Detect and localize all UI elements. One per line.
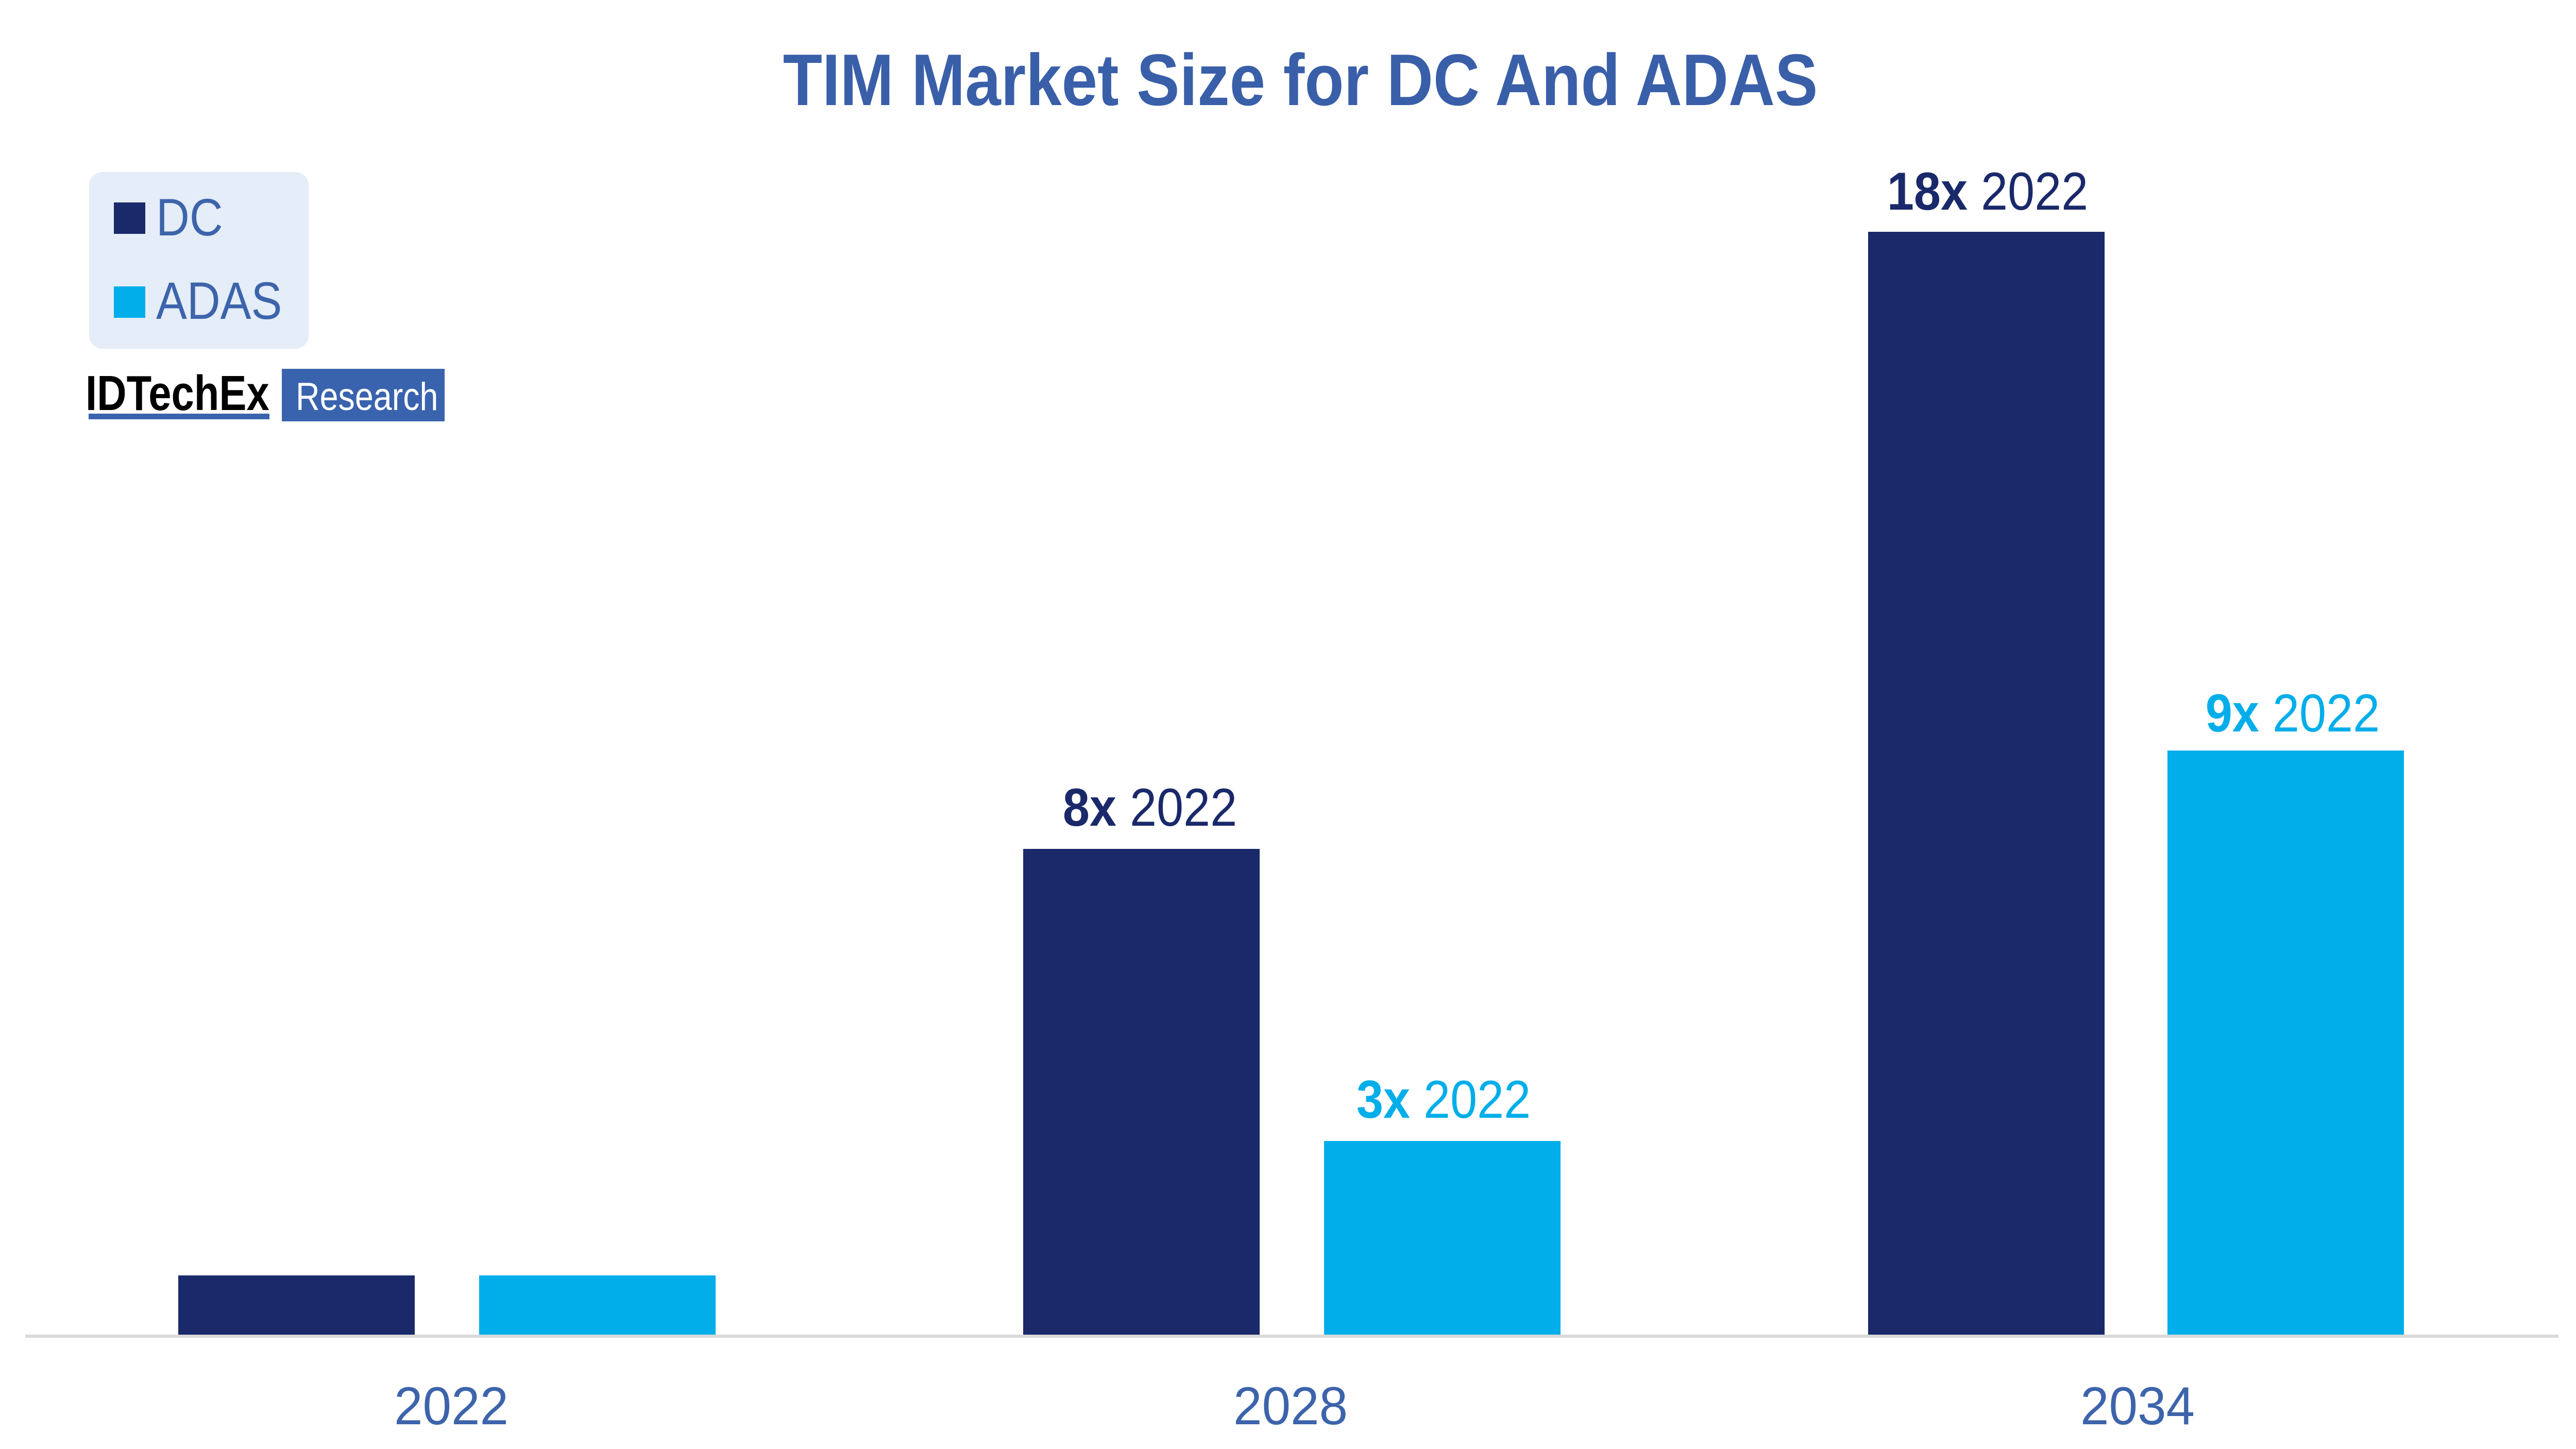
svg-text:9x 2022: 9x 2022	[2206, 683, 2380, 743]
svg-text:TIM Market Size for DC And ADA: TIM Market Size for DC And ADAS	[783, 40, 1818, 121]
svg-text:8x 2022: 8x 2022	[1063, 777, 1237, 837]
svg-text:2022: 2022	[394, 1376, 509, 1436]
svg-text:18x 2022: 18x 2022	[1887, 161, 2088, 221]
svg-text:2028: 2028	[1233, 1376, 1348, 1436]
svg-text:Research: Research	[296, 374, 438, 418]
svg-text:ADAS: ADAS	[156, 272, 282, 331]
svg-text:3x 2022: 3x 2022	[1357, 1069, 1531, 1129]
svg-text:DC: DC	[156, 189, 223, 247]
svg-text:IDTechEx: IDTechEx	[86, 365, 269, 421]
svg-text:2034: 2034	[2080, 1376, 2195, 1436]
